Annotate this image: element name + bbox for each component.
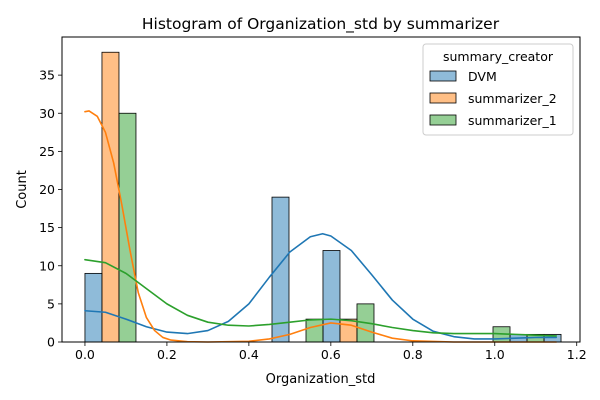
y-tick-label: 15 [39, 220, 55, 235]
legend-swatch-summarizer-2 [429, 92, 457, 104]
y-tick-label: 30 [39, 106, 55, 121]
kde-line-dvm [84, 232, 558, 340]
x-tick-label: 0.2 [157, 347, 177, 362]
bar-dvm [322, 250, 341, 343]
x-tick-label: 1.0 [485, 347, 505, 362]
x-axis-label: Organization_std [266, 372, 376, 387]
x-tick-label: 1.2 [567, 347, 587, 362]
legend-label-summarizer-2: summarizer_2 [468, 91, 557, 106]
bar-summarizer-2 [339, 318, 358, 343]
bar-dvm [84, 272, 103, 343]
x-tick-label: 0.6 [321, 347, 341, 362]
bar-summarizer-1 [305, 318, 324, 343]
bar-summarizer-1 [118, 112, 137, 343]
x-tick-label: 0.8 [403, 347, 423, 362]
y-axis-ticks: 0 5 10 15 20 25 30 35 [39, 68, 62, 350]
y-tick-label: 0 [47, 335, 55, 350]
bar-summarizer-2 [101, 51, 120, 343]
y-axis-label: Count [15, 170, 30, 209]
y-tick-label: 5 [47, 296, 55, 311]
y-tick-label: 35 [39, 68, 55, 83]
chart-title: Histogram of Organization_std by summari… [142, 15, 500, 34]
kde-line-summarizer-1 [84, 258, 558, 337]
legend-label-dvm: DVM [468, 69, 497, 84]
y-tick-label: 20 [39, 182, 55, 197]
legend-swatch-summarizer-1 [429, 114, 457, 126]
legend: summary_creator DVM summarizer_2 summari… [422, 43, 574, 136]
x-axis-ticks: 0.0 0.2 0.4 0.6 0.8 1.0 1.2 [75, 342, 587, 362]
y-tick-label: 25 [39, 144, 55, 159]
legend-label-summarizer-1: summarizer_1 [468, 113, 557, 128]
legend-title: summary_creator [443, 49, 554, 64]
y-tick-label: 10 [39, 258, 55, 273]
x-tick-label: 0.4 [239, 347, 259, 362]
legend-box [422, 43, 574, 136]
legend-swatch-dvm [429, 70, 457, 82]
x-tick-label: 0.0 [75, 347, 95, 362]
